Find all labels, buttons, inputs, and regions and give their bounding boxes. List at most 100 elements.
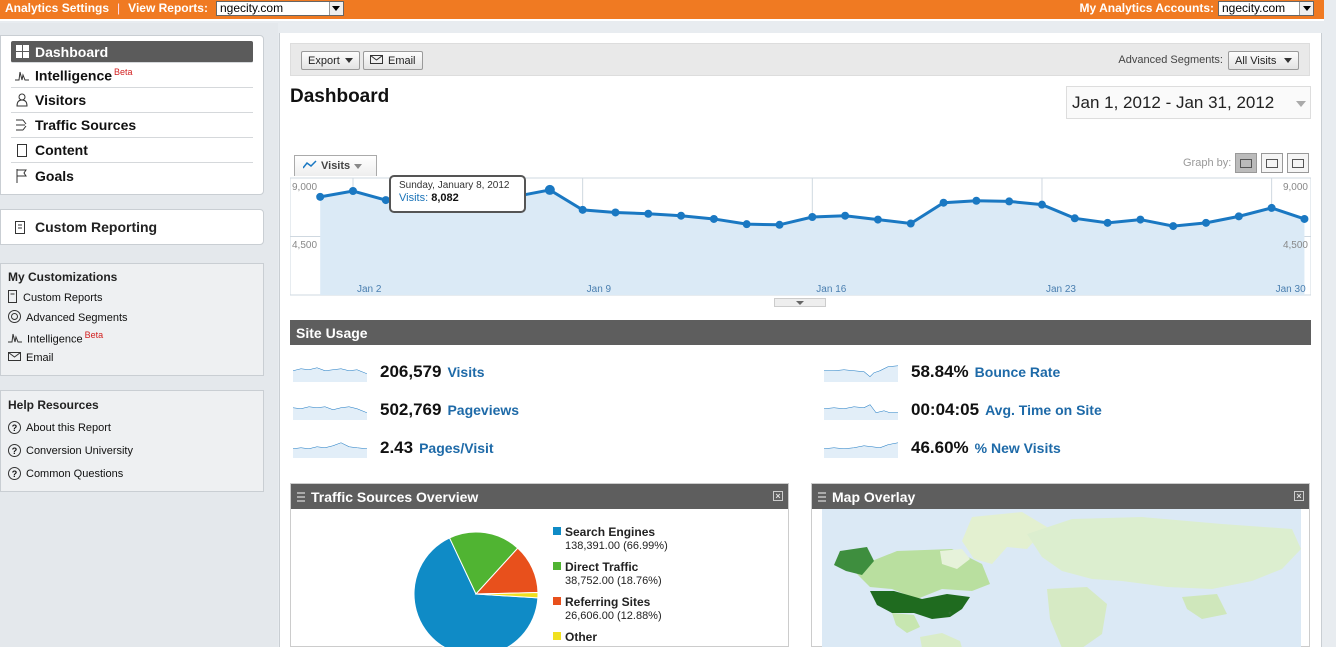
usage-metric-pages-visit: 2.43 Pages/Visit [293,436,494,460]
metric-selector[interactable]: Visits [294,155,377,176]
month-view-icon [1292,158,1305,168]
sidebar-item-content[interactable]: Content [11,138,253,163]
y-tick-top-left: 9,000 [292,182,317,193]
sidebar-item-dashboard[interactable]: Dashboard [11,41,253,63]
chart-point[interactable] [644,209,653,218]
graph-by-week-button[interactable] [1261,153,1284,173]
pie-slice[interactable] [475,592,539,599]
legend-value: 138,391.00 (66.99%) [565,540,668,552]
view-reports-value: ngecity.com [219,1,284,15]
my-customizations-panel: My Customizations Custom Reports Advance… [0,263,264,376]
chart-point[interactable] [906,219,915,228]
chart-point[interactable] [1037,200,1046,209]
chart-point[interactable] [578,205,587,214]
chart-point[interactable] [939,198,948,207]
chart-point[interactable] [677,211,686,220]
chart-point[interactable] [544,184,555,195]
y-tick-mid-right: 4,500 [1283,240,1308,251]
custom-reports-label: Custom Reports [23,292,103,304]
chart-point[interactable] [1300,214,1309,223]
world-map[interactable] [822,509,1301,647]
chart-point[interactable] [1070,214,1079,223]
usage-link[interactable]: % New Visits [974,440,1061,456]
goals-icon [15,168,29,183]
date-range-picker[interactable]: Jan 1, 2012 - Jan 31, 2012 [1066,86,1311,119]
sidebar-item-visitors[interactable]: Visitors [11,88,253,113]
chart-point[interactable] [348,187,357,195]
legend-value: 38,752.00 (18.76%) [565,575,662,587]
traffic-sources-header[interactable]: Traffic Sources Overview × [291,484,788,509]
conversion-university-link[interactable]: ? Conversion University [8,439,256,462]
chart-point[interactable] [316,192,325,201]
email-button[interactable]: Email [363,51,423,70]
intelligence-sub-link[interactable]: Intelligence Beta [8,328,256,348]
chevron-down-icon[interactable] [1296,101,1306,107]
close-icon[interactable]: × [773,491,783,501]
chart-point[interactable] [1103,218,1112,227]
chart-point[interactable] [1136,215,1145,224]
sidebar-item-label: Content [35,142,88,158]
chart-point[interactable] [1267,203,1276,212]
chart-point[interactable] [873,215,882,224]
usage-link[interactable]: Avg. Time on Site [985,402,1102,418]
sidebar-item-label: Traffic Sources [35,117,137,133]
chart-point[interactable] [972,196,981,205]
chart-resize-handle[interactable] [774,298,826,307]
sidebar-item-traffic-sources[interactable]: Traffic Sources [11,113,253,138]
view-reports-label: View Reports: [128,1,208,15]
legend-name: Referring Sites [565,595,651,609]
chart-area [320,189,1305,295]
close-icon[interactable]: × [1294,491,1304,501]
sidebar-item-intelligence[interactable]: Intelligence Beta [11,63,253,88]
chart-point[interactable] [709,214,718,223]
email-icon [370,54,383,67]
view-reports-select[interactable]: ngecity.com [215,0,344,16]
chart-point[interactable] [1169,222,1178,231]
chart-tooltip: Sunday, January 8, 2012 Visits: 8,082 [389,175,526,213]
pie-slice[interactable] [413,537,539,647]
chart-point[interactable] [742,220,751,229]
chart-point[interactable] [841,211,850,220]
pie-slice[interactable] [448,531,519,595]
legend-swatch [553,527,561,535]
email-icon [8,352,21,364]
sparkline [293,442,367,458]
usage-link[interactable]: Visits [447,364,485,380]
common-questions-label: Common Questions [26,467,124,480]
sidebar-item-goals[interactable]: Goals [11,163,253,188]
email-sub-link[interactable]: Email [8,348,256,368]
analytics-settings-link[interactable]: Analytics Settings [5,1,110,15]
drag-handle-icon[interactable] [297,491,305,502]
chart-point[interactable] [1005,197,1014,206]
sparkline [824,365,898,382]
usage-link[interactable]: Pages/Visit [419,440,494,456]
chart-point[interactable] [808,213,817,221]
map-overlay-header[interactable]: Map Overlay × [812,484,1309,509]
custom-reports-link[interactable]: Custom Reports [8,288,256,308]
usage-link[interactable]: Pageviews [447,402,520,418]
graph-by-month-button[interactable] [1287,153,1310,173]
usage-link[interactable]: Bounce Rate [974,364,1061,380]
chart-point[interactable] [775,220,784,229]
about-report-link[interactable]: ? About this Report [8,416,256,439]
week-view-icon [1266,158,1279,168]
sparkline [293,406,367,420]
usage-value: 58.84% [911,362,969,381]
advanced-segments-select[interactable]: All Visits [1228,51,1299,70]
export-button[interactable]: Export [301,51,360,70]
custom-reporting-label: Custom Reporting [35,219,158,235]
advanced-segments-link[interactable]: Advanced Segments [8,308,256,328]
chart-point[interactable] [611,208,620,217]
custom-reporting-link[interactable]: Custom Reporting [0,209,264,245]
drag-handle-icon[interactable] [818,491,826,502]
intelligence-icon [15,68,29,82]
conversion-university-label: Conversion University [26,444,133,457]
chart-point[interactable] [1234,212,1243,221]
site-usage-header: Site Usage [290,320,1311,345]
common-questions-link[interactable]: ? Common Questions [8,462,256,485]
chart-point[interactable] [381,196,390,205]
segments-icon [8,310,21,326]
graph-by-day-button[interactable] [1235,153,1258,173]
chart-point[interactable] [1202,218,1211,227]
accounts-select[interactable]: ngecity.com [1218,0,1314,16]
